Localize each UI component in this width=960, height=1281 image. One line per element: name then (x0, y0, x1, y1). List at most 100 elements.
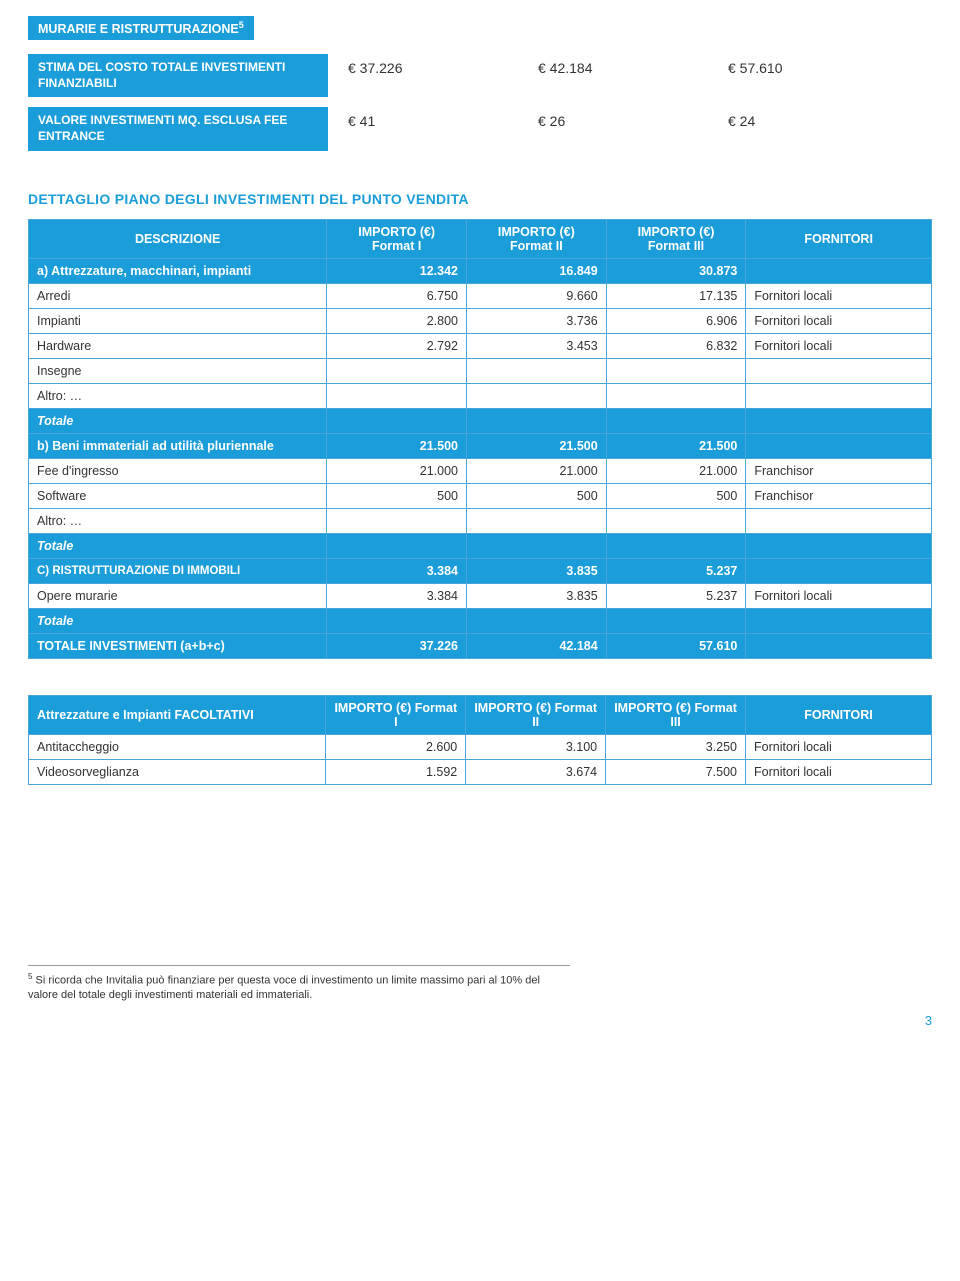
row-label: Opere murarie (29, 583, 327, 608)
stima-row: STIMA DEL COSTO TOTALE INVESTIMENTI FINA… (28, 54, 932, 97)
table-row: Altro: … (29, 508, 932, 533)
row-supplier: Fornitori locali (746, 333, 932, 358)
row-v3 (606, 508, 746, 533)
row-supplier: Fornitori locali (746, 283, 932, 308)
tag-label: MURARIE E RISTRUTTURAZIONE (38, 22, 239, 36)
table-row: Insegne (29, 358, 932, 383)
row-v2: 3.736 (467, 308, 607, 333)
stima-label: STIMA DEL COSTO TOTALE INVESTIMENTI FINA… (28, 54, 328, 97)
facolt-table: Attrezzature e Impianti FACOLTATIVI IMPO… (28, 695, 932, 785)
row-v3: 21.000 (606, 458, 746, 483)
stima-values: € 37.226 € 42.184 € 57.610 (328, 54, 848, 82)
b-label: b) Beni immateriali ad utilità plurienna… (29, 433, 327, 458)
row-b-head: b) Beni immateriali ad utilità plurienna… (29, 433, 932, 458)
b-v1: 21.500 (327, 433, 467, 458)
th-desc: DESCRIZIONE (29, 219, 327, 258)
row-supplier: Fornitori locali (746, 734, 932, 759)
row-v1: 500 (327, 483, 467, 508)
grand-sup (746, 633, 932, 658)
row-v2: 3.674 (466, 759, 606, 784)
row-a-head: a) Attrezzature, macchinari, impianti 12… (29, 258, 932, 283)
totale-c-label: Totale (29, 608, 327, 633)
row-v3: 6.906 (606, 308, 746, 333)
a-v3: 30.873 (606, 258, 746, 283)
grand-v1: 37.226 (327, 633, 467, 658)
row-grand: TOTALE INVESTIMENTI (a+b+c) 37.226 42.18… (29, 633, 932, 658)
row-v2: 9.660 (467, 283, 607, 308)
page-number: 3 (28, 1013, 932, 1028)
a-v1: 12.342 (327, 258, 467, 283)
fac-head-label: Attrezzature e Impianti FACOLTATIVI (29, 695, 326, 734)
row-v1 (327, 508, 467, 533)
section-title: DETTAGLIO PIANO DEGLI INVESTIMENTI DEL P… (28, 191, 932, 207)
c-v2: 3.835 (467, 558, 607, 583)
row-label: Altro: … (29, 383, 327, 408)
th-f2: IMPORTO (€) Format II (467, 219, 607, 258)
fac-h1: IMPORTO (€) Format I (326, 695, 466, 734)
row-v3: 7.500 (606, 759, 746, 784)
row-supplier (746, 508, 932, 533)
fac-h2: IMPORTO (€) Format II (466, 695, 606, 734)
valmq-row: VALORE INVESTIMENTI MQ. ESCLUSA FEE ENTR… (28, 107, 932, 150)
stima-v1: € 37.226 (348, 60, 448, 76)
row-v1: 2.800 (327, 308, 467, 333)
a-sup (746, 258, 932, 283)
table-row: Impianti2.8003.7366.906Fornitori locali (29, 308, 932, 333)
row-c-head: C) RISTRUTTURAZIONE DI IMMOBILI 3.384 3.… (29, 558, 932, 583)
totale-b-label: Totale (29, 533, 327, 558)
main-table: DESCRIZIONE IMPORTO (€) Format I IMPORTO… (28, 219, 932, 659)
row-label: Fee d'ingresso (29, 458, 327, 483)
th-f3: IMPORTO (€) Format III (606, 219, 746, 258)
row-v2: 21.000 (467, 458, 607, 483)
table-row: Altro: … (29, 383, 932, 408)
row-v1: 3.384 (327, 583, 467, 608)
table-row: Fee d'ingresso21.00021.00021.000Franchis… (29, 458, 932, 483)
table-row: Antitaccheggio2.6003.1003.250Fornitori l… (29, 734, 932, 759)
table-row: Software500500500Franchisor (29, 483, 932, 508)
th-f1: IMPORTO (€) Format I (327, 219, 467, 258)
valmq-v1: € 41 (348, 113, 448, 129)
header-tag: MURARIE E RISTRUTTURAZIONE5 (28, 16, 254, 40)
row-v2 (467, 508, 607, 533)
row-label: Videosorveglianza (29, 759, 326, 784)
c-v1: 3.384 (327, 558, 467, 583)
row-label: Insegne (29, 358, 327, 383)
row-supplier: Franchisor (746, 483, 932, 508)
row-supplier: Fornitori locali (746, 308, 932, 333)
th-forn: FORNITORI (746, 219, 932, 258)
b-v2: 21.500 (467, 433, 607, 458)
valmq-v2: € 26 (538, 113, 638, 129)
fac-h3: IMPORTO (€) Format III (606, 695, 746, 734)
totale-c: Totale (29, 608, 932, 633)
row-v3 (606, 358, 746, 383)
row-label: Impianti (29, 308, 327, 333)
tag-sup: 5 (239, 20, 244, 30)
totale-a: Totale (29, 408, 932, 433)
row-v2 (467, 358, 607, 383)
a-v2: 16.849 (467, 258, 607, 283)
row-v1 (327, 383, 467, 408)
footnote: 5 Si ricorda che Invitalia può finanziar… (28, 965, 570, 1003)
valmq-v3: € 24 (728, 113, 828, 129)
row-v2: 3.453 (467, 333, 607, 358)
row-v3: 3.250 (606, 734, 746, 759)
footnote-text: Si ricorda che Invitalia può finanziare … (28, 974, 540, 1001)
row-label: Hardware (29, 333, 327, 358)
grand-label: TOTALE INVESTIMENTI (a+b+c) (29, 633, 327, 658)
row-v3: 500 (606, 483, 746, 508)
fac-h4: FORNITORI (746, 695, 932, 734)
row-label: Software (29, 483, 327, 508)
c-label: C) RISTRUTTURAZIONE DI IMMOBILI (29, 558, 327, 583)
table-row: Opere murarie3.3843.8355.237Fornitori lo… (29, 583, 932, 608)
table-row: Videosorveglianza1.5923.6747.500Fornitor… (29, 759, 932, 784)
row-v3 (606, 383, 746, 408)
row-v2: 3.100 (466, 734, 606, 759)
valmq-label: VALORE INVESTIMENTI MQ. ESCLUSA FEE ENTR… (28, 107, 328, 150)
row-v2 (467, 383, 607, 408)
row-v1: 1.592 (326, 759, 466, 784)
row-v3: 6.832 (606, 333, 746, 358)
row-label: Antitaccheggio (29, 734, 326, 759)
row-label: Arredi (29, 283, 327, 308)
c-sup (746, 558, 932, 583)
table-row: Arredi6.7509.66017.135Fornitori locali (29, 283, 932, 308)
